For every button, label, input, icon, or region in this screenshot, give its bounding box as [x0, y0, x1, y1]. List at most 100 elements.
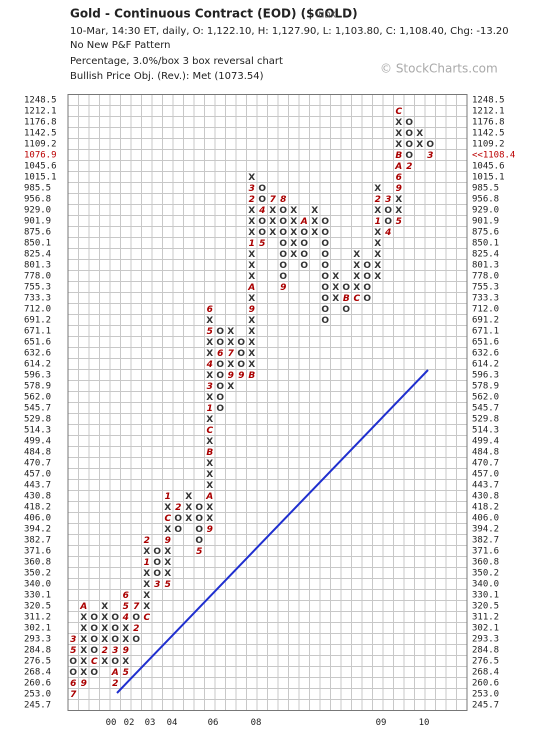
right-level-label: 276.5 [472, 657, 499, 667]
box-mark: O [195, 536, 203, 546]
box-mark: O [216, 327, 224, 337]
left-level-label: 733.3 [24, 294, 51, 304]
left-level-label: 529.8 [24, 415, 51, 425]
month-code: 3 [207, 382, 213, 392]
box-mark: O [321, 228, 329, 238]
box-mark: X [80, 635, 87, 645]
month-code: 5 [259, 239, 265, 249]
month-code: 5 [396, 217, 402, 227]
box-mark: X [248, 206, 255, 216]
box-mark: O [300, 250, 308, 260]
right-level-label: 350.2 [472, 569, 499, 579]
box-mark: O [111, 635, 119, 645]
month-code: 4 [122, 613, 129, 623]
box-mark: O [321, 316, 329, 326]
box-mark: O [216, 360, 224, 370]
month-code: 6 [217, 349, 223, 359]
left-level-label: 956.8 [24, 195, 51, 205]
right-level-label: 778.0 [472, 272, 499, 282]
month-code: 3 [427, 151, 433, 161]
right-level-label: 850.1 [472, 239, 499, 249]
boxes: 35OO67AXXXXXX9OOOOCOXXXX2XOOO3OA2654XX9X… [69, 107, 434, 700]
left-level-label: 260.6 [24, 679, 51, 689]
month-code: 9 [280, 283, 286, 293]
box-mark: O [363, 272, 371, 282]
month-code: 7 [70, 690, 77, 700]
right-level-label: 470.7 [472, 459, 499, 469]
box-mark: O [405, 140, 413, 150]
left-level-label: 1076.9 [24, 151, 57, 161]
box-mark: X [101, 613, 108, 623]
month-code: 7 [133, 602, 140, 612]
box-mark: X [248, 316, 255, 326]
box-mark: X [122, 657, 129, 667]
left-level-label: 801.3 [24, 261, 51, 271]
month-code: 9 [165, 536, 171, 546]
month-code: A [111, 668, 119, 678]
month-code: 6 [123, 591, 129, 601]
left-level-label: 1142.5 [24, 129, 57, 139]
box-mark: O [321, 239, 329, 249]
left-level-label: 284.8 [24, 646, 51, 656]
box-mark: X [374, 272, 381, 282]
left-level-label: 311.2 [24, 613, 51, 623]
left-level-label: 712.0 [24, 305, 51, 315]
right-level-label: 330.1 [472, 591, 499, 601]
right-level-label: 1176.8 [472, 118, 505, 128]
left-level-label: 875.6 [24, 228, 51, 238]
month-code: 2 [175, 503, 181, 513]
month-code: 2 [102, 646, 108, 656]
left-level-label: 691.2 [24, 316, 51, 326]
box-mark: O [384, 217, 392, 227]
year-label: 00 [106, 718, 117, 728]
box-mark: X [374, 228, 381, 238]
box-mark: X [206, 503, 213, 513]
price-objective: Bullish Price Obj. (Rev.): Met (1073.54) [70, 71, 264, 82]
month-code: 9 [207, 525, 213, 535]
left-level-label: 825.4 [24, 250, 51, 260]
month-code: 8 [280, 195, 286, 205]
right-level-label: 1109.2 [472, 140, 505, 150]
box-mark: X [374, 184, 381, 194]
box-mark: O [153, 547, 161, 557]
box-mark: X [206, 481, 213, 491]
box-mark: O [216, 404, 224, 414]
month-code: 7 [270, 195, 277, 205]
month-code: 3 [70, 635, 76, 645]
box-mark: O [279, 272, 287, 282]
left-level-label: 253.0 [24, 690, 51, 700]
right-level-label: 284.8 [472, 646, 499, 656]
box-mark: X [332, 283, 339, 293]
left-level-label: 382.7 [24, 536, 51, 546]
right-level-label: 260.6 [472, 679, 499, 689]
right-level-label: 484.8 [472, 448, 499, 458]
grid: 1248.51212.11176.81142.51109.21076.91045… [24, 94, 515, 711]
box-mark: X [164, 547, 171, 557]
left-level-label: 614.2 [24, 360, 51, 370]
month-code: 4 [206, 360, 213, 370]
left-level-label: 632.6 [24, 349, 51, 359]
plot-frame [67, 94, 468, 711]
box-mark: X [395, 118, 402, 128]
box-mark: O [363, 261, 371, 271]
year-label: 09 [376, 718, 387, 728]
left-level-label: 268.4 [24, 668, 51, 678]
month-code: B [206, 448, 213, 458]
month-code: 9 [81, 679, 87, 689]
month-code: B [395, 151, 402, 161]
right-level-label: 1045.6 [472, 162, 505, 172]
month-code: 1 [165, 492, 171, 502]
box-mark: X [206, 470, 213, 480]
left-level-label: 418.2 [24, 503, 51, 513]
box-mark: O [111, 657, 119, 667]
box-mark: O [90, 613, 98, 623]
box-mark: X [374, 261, 381, 271]
box-mark: O [216, 393, 224, 403]
box-mark: X [101, 657, 108, 667]
box-mark: O [216, 382, 224, 392]
box-mark: X [311, 228, 318, 238]
right-level-label: 1015.1 [472, 173, 505, 183]
box-mark: O [342, 305, 350, 315]
